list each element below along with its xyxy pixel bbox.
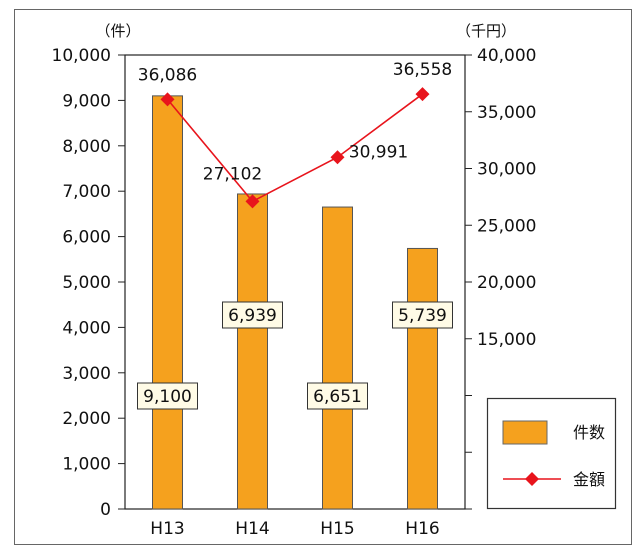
bar (407, 247, 438, 510)
legend-line-label: 金額 (573, 470, 605, 489)
bar-data-label-text: 6,651 (313, 387, 362, 407)
line-data-label: 36,086 (138, 65, 197, 85)
left-axis-tick-label: 4,000 (62, 318, 111, 338)
bar-data-label-box (137, 382, 198, 410)
line-data-label: 27,102 (203, 164, 262, 184)
line-marker (330, 150, 345, 165)
right-axis-tick-label: 35,000 (477, 103, 536, 123)
line-marker (160, 92, 175, 107)
bar-data-labels: 9,100 6,939 6,651 5,739 (137, 301, 453, 410)
x-axis-tick-label: H15 (320, 519, 354, 539)
bar-data-label-text: 9,100 (143, 387, 192, 407)
line-path (166, 93, 423, 203)
bar-data-label: 9,100 (137, 382, 198, 410)
bar-data-label-box (222, 301, 283, 329)
right-axis-tick-label: 25,000 (477, 216, 536, 236)
left-axis-tick-label: 8,000 (62, 137, 111, 157)
bar (322, 206, 353, 510)
right-axis-unit: （千円） (456, 22, 516, 40)
left-axis-tick-label: 2,000 (62, 409, 111, 429)
line-data-labels: 36,086 27,102 30,991 36,558 (138, 60, 452, 184)
left-axis-tick-label: 7,000 (62, 182, 111, 202)
bar-data-label-box (307, 382, 368, 410)
bar-data-label-box (392, 301, 453, 329)
left-axis-tick-label: 6,000 (62, 228, 111, 248)
right-axis-tick-label: 20,000 (477, 273, 536, 293)
bar (152, 95, 183, 510)
x-axis-tick-label: H13 (150, 519, 184, 539)
line-series (160, 87, 430, 209)
line-marker (245, 194, 260, 209)
left-axis-unit: （件） (95, 22, 140, 40)
bar (237, 193, 268, 510)
right-axis-tick-label: 15,000 (477, 330, 536, 350)
bar-data-label: 6,939 (222, 301, 283, 329)
x-axis-tick-label: H16 (405, 519, 439, 539)
left-axis-tick-label: 5,000 (62, 273, 111, 293)
legend-bar-label: 件数 (573, 423, 605, 442)
bar-data-label: 6,651 (307, 382, 368, 410)
left-axis-tick-label: 0 (100, 500, 111, 520)
legend-line-marker (525, 472, 539, 486)
line-marker (415, 87, 430, 102)
line-data-label: 36,558 (393, 60, 452, 80)
legend-box (486, 397, 617, 510)
bar-data-label-text: 6,939 (228, 306, 277, 326)
legend: 件数 金額 (486, 397, 617, 510)
x-axis: H13 H14 H15 H16 (150, 519, 439, 539)
right-axis-tick-label: 30,000 (477, 160, 536, 180)
bar-series (152, 95, 438, 510)
x-axis-tick-label: H14 (235, 519, 269, 539)
legend-bar-swatch (502, 420, 548, 445)
left-axis-tick-label: 3,000 (62, 364, 111, 384)
bar-data-label-text: 5,739 (398, 306, 447, 326)
bar-data-label: 5,739 (392, 301, 453, 329)
left-axis-tick-label: 9,000 (62, 91, 111, 111)
left-axis-tick-label: 1,000 (62, 455, 111, 475)
left-axis-tick-label: 10,000 (52, 46, 111, 66)
line-data-label: 30,991 (349, 142, 408, 162)
right-axis: 15,000 20,000 25,000 30,000 35,000 40,000 (465, 46, 536, 510)
left-axis: 0 1,000 2,000 3,000 4,000 5,000 6,000 7,000 8,00… (52, 46, 125, 520)
right-axis-tick-label: 40,000 (477, 46, 536, 66)
